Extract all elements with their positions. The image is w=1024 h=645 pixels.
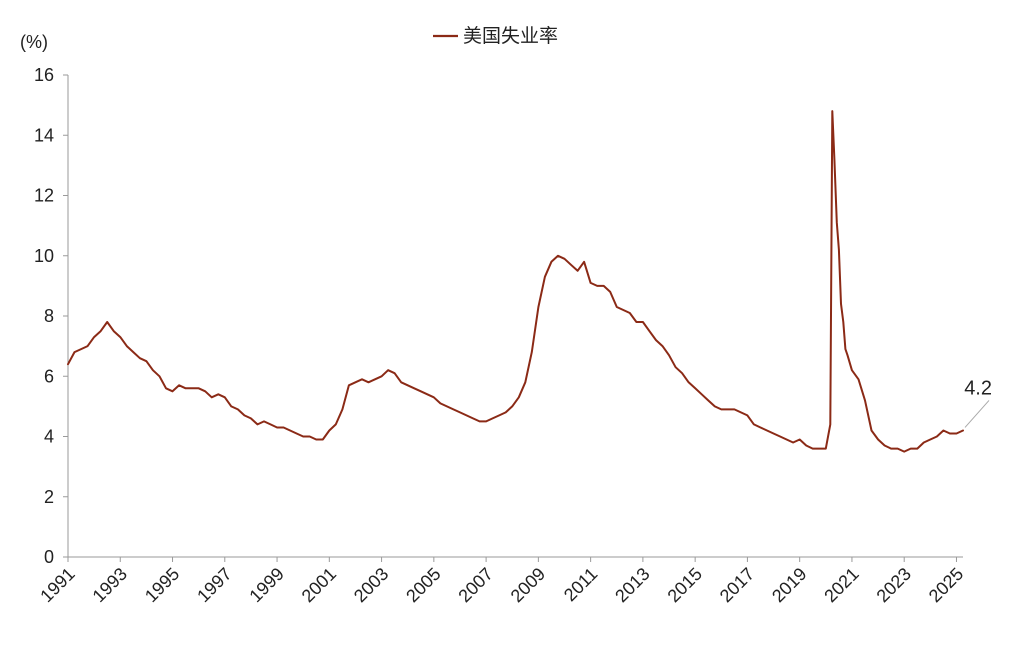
x-tick-label: 1995: [141, 564, 183, 606]
x-tick-label: 2005: [402, 564, 444, 606]
legend: 美国失业率: [433, 25, 558, 47]
y-tick-label: 10: [34, 246, 54, 266]
x-tick-label: 2013: [611, 564, 653, 606]
x-tick-label: 2019: [768, 564, 810, 606]
x-tick-label: 1993: [89, 564, 131, 606]
legend-label: 美国失业率: [463, 25, 558, 47]
annotation-label: 4.2: [964, 377, 992, 399]
x-tick-label: 2001: [298, 564, 340, 606]
y-axis-unit-label: (%): [20, 32, 48, 52]
y-axis: 0 2 4 6 8 10 12 14 16: [34, 65, 69, 567]
x-tick-label: 2017: [716, 564, 758, 606]
x-tick-label: 2025: [925, 564, 967, 606]
y-tick-label: 14: [34, 125, 54, 145]
series-layer: [67, 110, 964, 453]
y-tick-label: 2: [44, 487, 54, 507]
y-tick-label: 12: [34, 186, 54, 206]
x-tick-label: 2007: [454, 564, 496, 606]
series-line-0: [67, 110, 964, 453]
annotation-layer: 4.2: [964, 377, 992, 428]
y-tick-label: 16: [34, 65, 54, 85]
y-tick-label: 0: [44, 547, 54, 567]
x-tick-label: 2011: [560, 564, 602, 606]
x-tick-label: 2015: [664, 564, 706, 606]
y-tick-label: 4: [44, 427, 54, 447]
x-tick-label: 2023: [873, 564, 915, 606]
x-tick-label: 2021: [820, 564, 862, 606]
y-tick-label: 6: [44, 366, 54, 386]
annotation-leader: [964, 400, 990, 428]
x-tick-label: 1999: [245, 564, 287, 606]
y-tick-label: 8: [44, 306, 54, 326]
x-tick-label: 2003: [350, 564, 392, 606]
x-tick-label: 2009: [507, 564, 549, 606]
x-tick-label: 1997: [193, 564, 235, 606]
x-axis: 1991 1993 1995 1997 1999 2001 2003 2005 2007 2009…: [36, 556, 967, 606]
x-tick-label: 1991: [36, 564, 78, 606]
